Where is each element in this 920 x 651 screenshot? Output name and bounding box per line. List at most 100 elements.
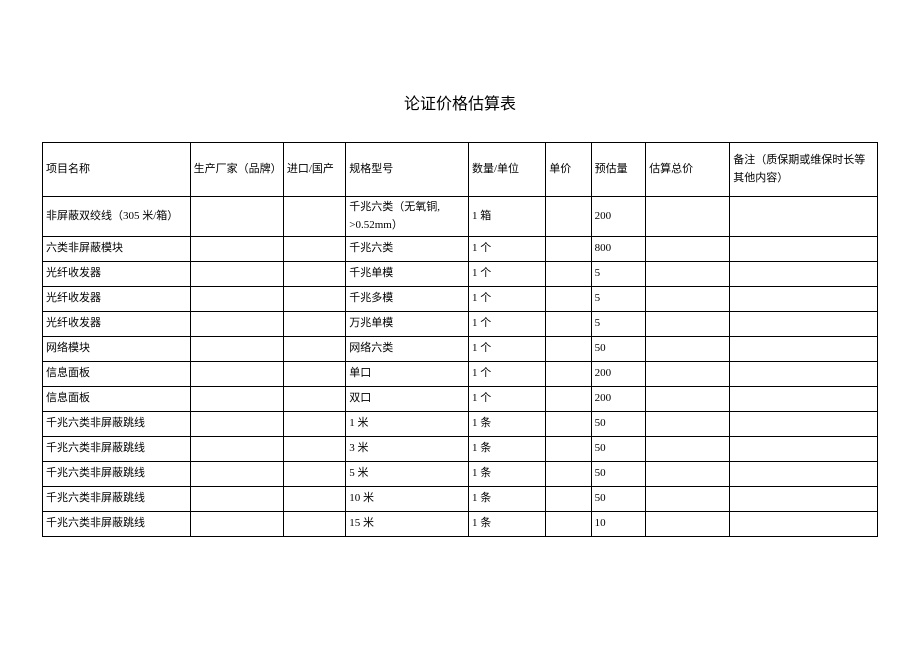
table-row: 信息面板单口1 个200 xyxy=(43,362,878,387)
cell-note xyxy=(730,487,878,512)
cell-spec: 千兆单模 xyxy=(346,262,469,287)
cell-origin xyxy=(283,462,345,487)
col-name: 项目名称 xyxy=(43,143,191,197)
cell-price xyxy=(546,487,591,512)
cell-price xyxy=(546,362,591,387)
cell-est: 800 xyxy=(591,237,646,262)
estimate-table: 项目名称 生产厂家（品牌） 进口/国产 规格型号 数量/单位 单价 预估量 估算… xyxy=(42,142,878,537)
cell-qty: 1 条 xyxy=(468,512,545,537)
cell-note xyxy=(730,387,878,412)
cell-name: 千兆六类非屏蔽跳线 xyxy=(43,462,191,487)
cell-spec: 3 米 xyxy=(346,437,469,462)
cell-name: 六类非屏蔽模块 xyxy=(43,237,191,262)
cell-name: 千兆六类非屏蔽跳线 xyxy=(43,512,191,537)
cell-name: 光纤收发器 xyxy=(43,262,191,287)
page-title: 论证价格估算表 xyxy=(0,0,920,142)
table-row: 信息面板双口1 个200 xyxy=(43,387,878,412)
cell-est: 50 xyxy=(591,462,646,487)
cell-origin xyxy=(283,197,345,237)
cell-name: 非屏蔽双绞线（305 米/箱） xyxy=(43,197,191,237)
cell-note xyxy=(730,437,878,462)
cell-total xyxy=(646,287,730,312)
table-row: 非屏蔽双绞线（305 米/箱）千兆六类（无氧铜, >0.52mm）1 箱200 xyxy=(43,197,878,237)
cell-est: 50 xyxy=(591,412,646,437)
cell-note xyxy=(730,197,878,237)
cell-spec: 千兆六类 xyxy=(346,237,469,262)
cell-qty: 1 条 xyxy=(468,412,545,437)
cell-maker xyxy=(190,237,283,262)
cell-name: 千兆六类非屏蔽跳线 xyxy=(43,437,191,462)
cell-name: 千兆六类非屏蔽跳线 xyxy=(43,412,191,437)
cell-name: 光纤收发器 xyxy=(43,312,191,337)
cell-maker xyxy=(190,287,283,312)
cell-note xyxy=(730,262,878,287)
cell-note xyxy=(730,237,878,262)
cell-qty: 1 条 xyxy=(468,462,545,487)
cell-note xyxy=(730,287,878,312)
cell-note xyxy=(730,412,878,437)
cell-spec: 网络六类 xyxy=(346,337,469,362)
cell-est: 200 xyxy=(591,362,646,387)
cell-note xyxy=(730,312,878,337)
cell-spec: 1 米 xyxy=(346,412,469,437)
cell-qty: 1 个 xyxy=(468,312,545,337)
col-total: 估算总价 xyxy=(646,143,730,197)
cell-spec: 双口 xyxy=(346,387,469,412)
table-row: 光纤收发器 万兆单模1 个 5 xyxy=(43,312,878,337)
cell-total xyxy=(646,312,730,337)
cell-origin xyxy=(283,287,345,312)
cell-price xyxy=(546,462,591,487)
cell-price xyxy=(546,437,591,462)
table-row: 千兆六类非屏蔽跳线 15 米1 条 10 xyxy=(43,512,878,537)
cell-spec: 10 米 xyxy=(346,487,469,512)
cell-total xyxy=(646,387,730,412)
cell-spec: 15 米 xyxy=(346,512,469,537)
cell-qty: 1 个 xyxy=(468,387,545,412)
cell-origin xyxy=(283,437,345,462)
cell-total xyxy=(646,412,730,437)
header-row: 项目名称 生产厂家（品牌） 进口/国产 规格型号 数量/单位 单价 预估量 估算… xyxy=(43,143,878,197)
cell-origin xyxy=(283,262,345,287)
col-spec: 规格型号 xyxy=(346,143,469,197)
table-row: 千兆六类非屏蔽跳线10 米1 条50 xyxy=(43,487,878,512)
col-note: 备注（质保期或维保时长等其他内容） xyxy=(730,143,878,197)
cell-total xyxy=(646,362,730,387)
cell-est: 10 xyxy=(591,512,646,537)
cell-est: 50 xyxy=(591,437,646,462)
cell-est: 5 xyxy=(591,312,646,337)
cell-qty: 1 条 xyxy=(468,487,545,512)
col-maker: 生产厂家（品牌） xyxy=(190,143,283,197)
table-row: 六类非屏蔽模块 千兆六类1 个 800 xyxy=(43,237,878,262)
cell-maker xyxy=(190,337,283,362)
cell-price xyxy=(546,197,591,237)
cell-total xyxy=(646,512,730,537)
cell-maker xyxy=(190,312,283,337)
cell-total xyxy=(646,237,730,262)
cell-spec: 万兆单模 xyxy=(346,312,469,337)
cell-est: 5 xyxy=(591,287,646,312)
cell-maker xyxy=(190,197,283,237)
cell-origin xyxy=(283,512,345,537)
cell-price xyxy=(546,387,591,412)
cell-est: 50 xyxy=(591,487,646,512)
cell-origin xyxy=(283,387,345,412)
cell-note xyxy=(730,512,878,537)
cell-maker xyxy=(190,412,283,437)
table-row: 千兆六类非屏蔽跳线5 米1 条50 xyxy=(43,462,878,487)
col-qty: 数量/单位 xyxy=(468,143,545,197)
cell-qty: 1 条 xyxy=(468,437,545,462)
cell-price xyxy=(546,262,591,287)
cell-qty: 1 个 xyxy=(468,337,545,362)
cell-spec: 千兆多模 xyxy=(346,287,469,312)
table-row: 网络模块网络六类1 个50 xyxy=(43,337,878,362)
cell-maker xyxy=(190,512,283,537)
cell-price xyxy=(546,237,591,262)
cell-maker xyxy=(190,262,283,287)
cell-qty: 1 个 xyxy=(468,237,545,262)
cell-origin xyxy=(283,362,345,387)
cell-origin xyxy=(283,412,345,437)
table-body: 非屏蔽双绞线（305 米/箱）千兆六类（无氧铜, >0.52mm）1 箱200六… xyxy=(43,197,878,537)
cell-total xyxy=(646,197,730,237)
cell-maker xyxy=(190,362,283,387)
cell-origin xyxy=(283,312,345,337)
